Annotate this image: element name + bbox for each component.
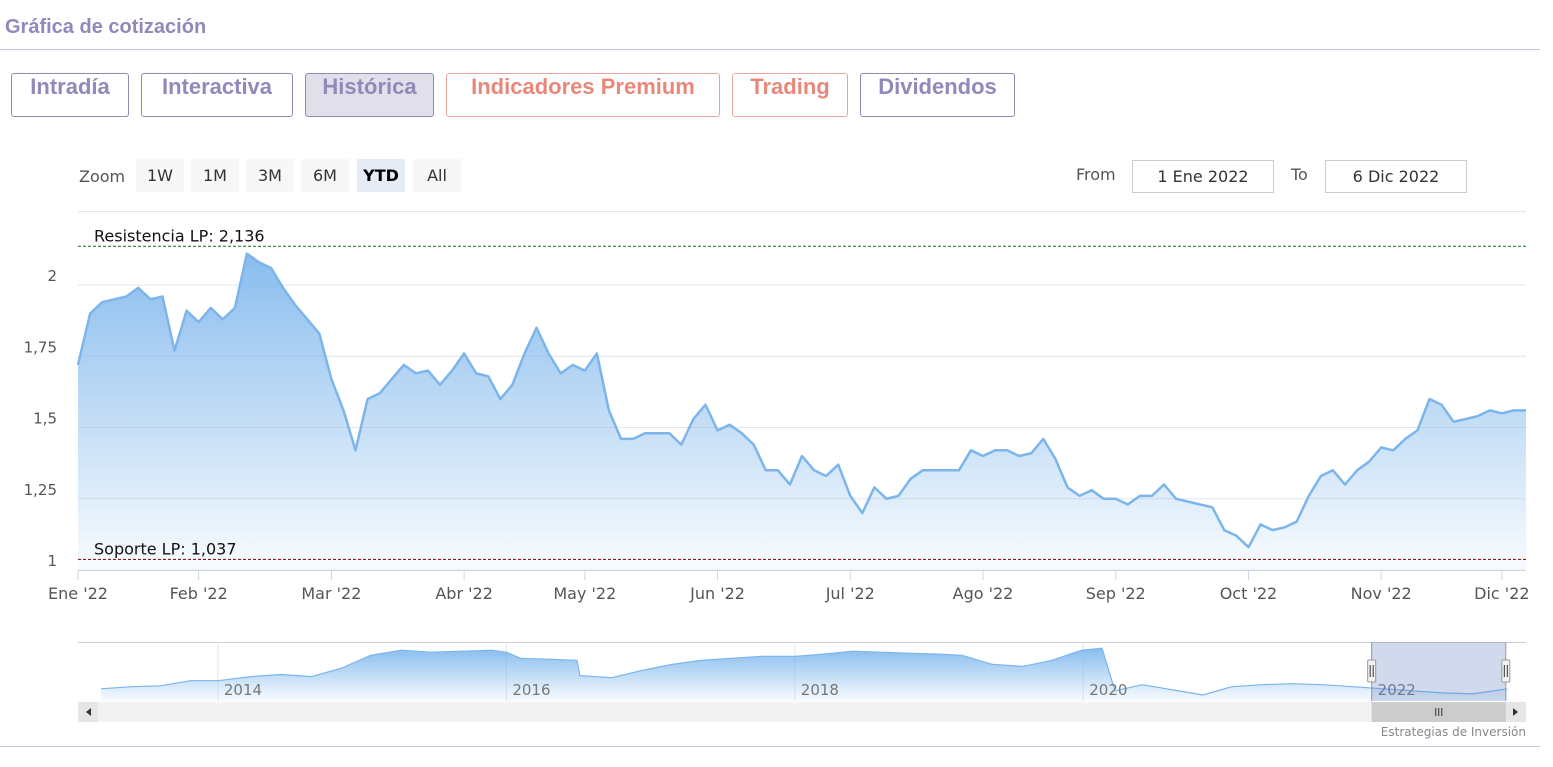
tab[interactable]: Dividendos	[860, 73, 1015, 117]
y-tick-label: 2	[47, 267, 57, 285]
plot-line-label: Soporte LP: 1,037	[94, 539, 237, 558]
zoom-button[interactable]: 1W	[136, 159, 184, 192]
tab[interactable]: Interactiva	[141, 73, 293, 117]
plot-line-label: Resistencia LP: 2,136	[94, 226, 265, 245]
navigator-tick-label: 2018	[801, 681, 839, 699]
x-tick-label: Nov '22	[1351, 584, 1412, 603]
area-fill	[78, 253, 1526, 570]
y-tick-label: 1,25	[24, 481, 57, 499]
x-tick-label: Jul '22	[825, 584, 875, 603]
tab[interactable]: Intradía	[11, 73, 129, 117]
scrollbar-track	[78, 702, 1526, 722]
to-input[interactable]: 6 Dic 2022	[1325, 160, 1467, 193]
x-tick-label: Oct '22	[1220, 584, 1278, 603]
y-tick-label: 1,5	[33, 410, 57, 428]
navigator-tick-label: 2016	[512, 681, 550, 699]
area-fill	[101, 648, 1508, 701]
navigator-tick-label: 2022	[1378, 681, 1416, 699]
x-tick-label: Jun '22	[689, 584, 745, 603]
scroll-left-arrow	[86, 708, 91, 716]
tab[interactable]: Histórica	[305, 73, 434, 117]
navigator-handle	[1501, 659, 1511, 683]
navigator-mask	[1371, 642, 1506, 701]
title-rule	[0, 49, 1540, 50]
x-tick-label: Feb '22	[170, 584, 228, 603]
page-title: Gráfica de cotización	[5, 16, 207, 38]
zoom-button[interactable]: 1M	[191, 159, 239, 192]
x-tick-label: Ago '22	[953, 584, 1014, 603]
price-line	[101, 647, 1508, 696]
x-tick-label: Dic '22	[1474, 584, 1529, 603]
tab[interactable]: Indicadores Premium	[446, 73, 720, 117]
x-tick-label: Sep '22	[1086, 584, 1146, 603]
zoom-button[interactable]: YTD	[357, 159, 405, 192]
from-label: From	[1076, 165, 1116, 184]
scroll-right-arrow	[1513, 708, 1518, 716]
zoom-label: Zoom	[79, 167, 126, 186]
x-tick-label: Abr '22	[435, 584, 493, 603]
zoom-button[interactable]: All	[413, 159, 461, 192]
from-input[interactable]: 1 Ene 2022	[1132, 160, 1274, 193]
x-tick-label: Mar '22	[301, 584, 361, 603]
tab[interactable]: Trading	[732, 73, 848, 117]
y-tick-label: 1,75	[24, 338, 57, 356]
navigator-handle	[1367, 659, 1377, 683]
x-tick-label: May '22	[553, 584, 616, 603]
zoom-button[interactable]: 3M	[246, 159, 294, 192]
price-line	[76, 252, 1526, 549]
navigator-tick-label: 2020	[1089, 681, 1127, 699]
credits: Estrategias de Inversión	[1380, 725, 1526, 739]
to-label: To	[1291, 165, 1308, 184]
y-tick-label: 1	[47, 552, 57, 570]
x-tick-label: Ene '22	[48, 584, 108, 603]
navigator-tick-label: 2014	[224, 681, 262, 699]
zoom-button[interactable]: 6M	[301, 159, 349, 192]
